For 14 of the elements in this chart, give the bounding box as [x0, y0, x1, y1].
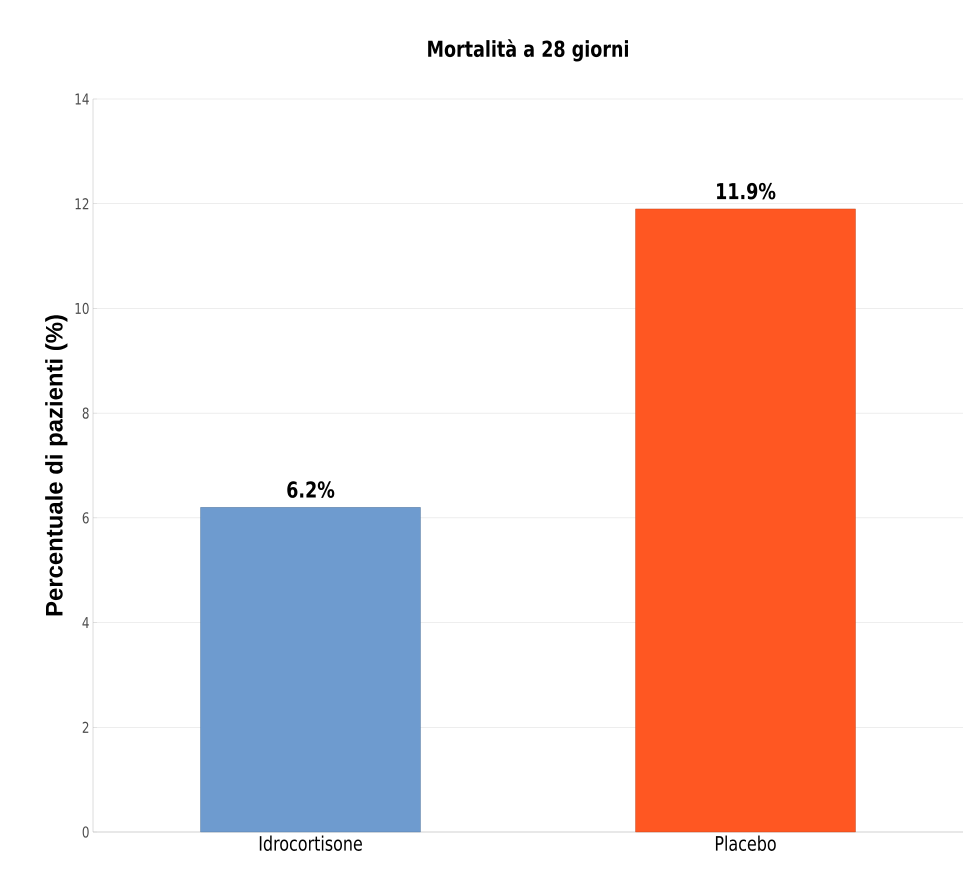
y-tick-label: 12 [76, 198, 88, 210]
y-tick-label: 6 [82, 512, 89, 524]
y-tick-label: 10 [76, 302, 89, 314]
y-tick-label: 2 [82, 722, 88, 733]
data-label: 6.2% [287, 481, 334, 498]
y-tick-label: 0 [82, 826, 89, 838]
y-tick-label: 14 [76, 94, 89, 104]
x-tick-label: Placebo [716, 836, 776, 851]
y-tick-label: 4 [82, 617, 89, 628]
data-label: 11.9% [717, 182, 776, 200]
y-tick-label: 8 [82, 407, 89, 419]
chart-title: Mortalità a 28 giorni [428, 39, 628, 62]
y-axis-title: Percentuale di pazienti (%) [45, 315, 68, 616]
x-tick-label: Idrocortisone [260, 836, 362, 851]
